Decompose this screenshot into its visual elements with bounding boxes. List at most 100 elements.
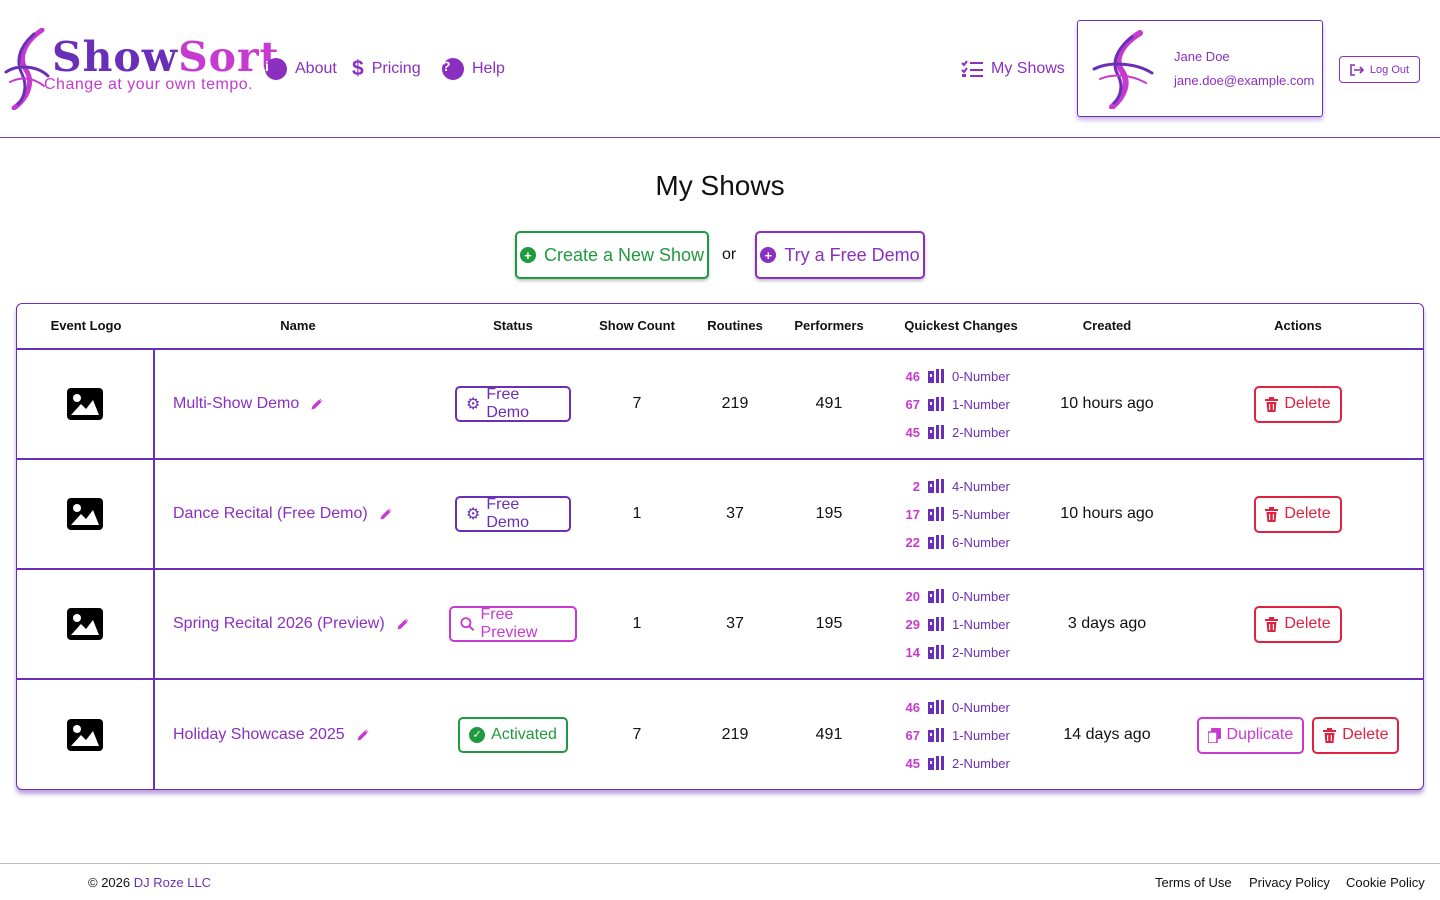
delete-button[interactable]: Delete xyxy=(1312,716,1400,754)
trash-icon xyxy=(1265,506,1279,522)
quickest-change-item: 20 0-Number xyxy=(887,586,1037,607)
user-name: Jane Doe xyxy=(1174,49,1230,64)
door-swap-icon xyxy=(928,589,944,603)
quickest-change-label: 5-Number xyxy=(952,506,1010,522)
user-profile-card[interactable]: Jane Doe jane.doe@example.com xyxy=(1077,20,1323,117)
showsort-logo[interactable]: ShowSort Change at your own tempo. xyxy=(4,28,279,112)
delete-button[interactable]: Delete xyxy=(1254,495,1342,533)
show-count: 7 xyxy=(632,726,642,743)
door-swap-icon xyxy=(928,617,944,631)
quickest-change-count: 67 xyxy=(905,396,920,412)
door-swap-icon xyxy=(928,535,944,549)
show-name: Holiday Showcase 2025 xyxy=(173,726,345,743)
quickest-change-label: 1-Number xyxy=(952,727,1010,743)
search-icon xyxy=(460,617,475,632)
show-name: Multi-Show Demo xyxy=(173,395,300,412)
delete-label: Delete xyxy=(1284,395,1331,412)
quickest-change-item: 14 2-Number xyxy=(887,642,1037,663)
quickest-change-item: 29 1-Number xyxy=(887,614,1037,635)
pencil-icon[interactable] xyxy=(395,616,411,632)
image-placeholder-icon xyxy=(67,719,103,751)
event-logo-cell[interactable] xyxy=(17,460,155,568)
show-name-link[interactable]: Dance Recital (Free Demo) xyxy=(173,460,394,568)
event-logo-cell[interactable] xyxy=(17,680,155,789)
status-label: Free Demo xyxy=(486,496,530,531)
privacy-link[interactable]: Privacy Policy xyxy=(1249,875,1330,890)
copyright-text: © 2026 xyxy=(88,875,131,890)
performers-count: 491 xyxy=(815,395,843,412)
nav-my-shows-link[interactable]: My Shows xyxy=(961,56,1065,82)
user-avatar-logo-icon xyxy=(1092,30,1154,109)
quickest-change-item: 2 4-Number xyxy=(887,476,1037,497)
create-new-show-label: Create a New Show xyxy=(543,244,705,265)
logo-wordmark: ShowSort xyxy=(52,33,280,81)
table-row: Spring Recital 2026 (Preview) Free Previ… xyxy=(17,570,1423,680)
delete-button[interactable]: Delete xyxy=(1254,605,1342,643)
plus-circle-icon: + xyxy=(760,247,777,263)
quickest-change-label: 2-Number xyxy=(952,424,1010,440)
list-check-icon xyxy=(961,60,983,77)
create-new-show-button[interactable]: + Create a New Show xyxy=(515,231,709,279)
nav-about-link[interactable]: i About xyxy=(265,56,337,82)
pencil-icon[interactable] xyxy=(378,506,394,522)
status-badge: Free Preview xyxy=(449,606,577,642)
door-swap-icon xyxy=(928,645,944,659)
nav-help-link[interactable]: ? Help xyxy=(442,56,505,82)
trash-icon xyxy=(1265,396,1279,412)
quickest-changes-list: 20 0-Number 29 1-Number 14 2-Number xyxy=(887,570,1037,678)
delete-label: Delete xyxy=(1284,615,1331,632)
pencil-icon[interactable] xyxy=(309,396,325,412)
actions-cell: Delete xyxy=(1177,350,1419,458)
quickest-changes-list: 46 0-Number 67 1-Number 45 2-Number xyxy=(887,680,1037,789)
footer: © 2026 DJ Roze LLC Terms of Use Privacy … xyxy=(0,863,1440,900)
table-row: Holiday Showcase 2025 ✓ Activated 7 219 … xyxy=(17,680,1423,789)
event-logo-cell[interactable] xyxy=(17,570,155,678)
status-cell: ⚙ Free Demo xyxy=(455,350,571,458)
pencil-icon[interactable] xyxy=(355,727,371,743)
trash-icon xyxy=(1265,616,1279,632)
nav-pricing-link[interactable]: $ Pricing xyxy=(352,56,421,82)
terms-link[interactable]: Terms of Use xyxy=(1155,875,1232,890)
quickest-change-count: 45 xyxy=(905,755,920,771)
company-link[interactable]: DJ Roze LLC xyxy=(133,875,212,890)
show-name: Dance Recital (Free Demo) xyxy=(173,505,368,522)
quickest-change-count: 67 xyxy=(905,727,920,743)
event-logo-cell[interactable] xyxy=(17,350,155,458)
status-label: Free Preview xyxy=(480,606,538,641)
col-header-actions: Actions xyxy=(1274,318,1322,333)
show-name-link[interactable]: Spring Recital 2026 (Preview) xyxy=(173,570,411,678)
quickest-change-label: 0-Number xyxy=(952,588,1010,604)
show-name-link[interactable]: Multi-Show Demo xyxy=(173,350,325,458)
door-swap-icon xyxy=(928,397,944,411)
logout-button[interactable]: Log Out xyxy=(1339,56,1420,83)
quickest-change-count: 46 xyxy=(905,368,920,384)
col-header-created: Created xyxy=(1082,318,1132,333)
created-time: 3 days ago xyxy=(1067,615,1147,632)
delete-button[interactable]: Delete xyxy=(1254,385,1342,423)
quickest-change-label: 1-Number xyxy=(952,616,1010,632)
status-badge: ✓ Activated xyxy=(458,717,568,753)
duplicate-button[interactable]: Duplicate xyxy=(1196,716,1305,754)
image-placeholder-icon xyxy=(67,608,103,640)
page-title: My Shows xyxy=(655,170,785,201)
created-time: 14 days ago xyxy=(1063,726,1151,743)
delete-label: Delete xyxy=(1284,505,1331,522)
show-name-link[interactable]: Holiday Showcase 2025 xyxy=(173,680,371,789)
quickest-change-label: 0-Number xyxy=(952,699,1010,715)
quickest-change-label: 6-Number xyxy=(952,534,1010,550)
col-header-event-logo: Event Logo xyxy=(50,318,122,333)
quickest-change-count: 45 xyxy=(905,424,920,440)
try-free-demo-button[interactable]: + Try a Free Demo xyxy=(755,231,925,279)
quickest-change-item: 67 1-Number xyxy=(887,725,1037,746)
logout-label: Log Out xyxy=(1369,63,1410,76)
quickest-change-count: 29 xyxy=(905,616,920,632)
quickest-change-label: 0-Number xyxy=(952,368,1010,384)
nav-about-label: About xyxy=(295,60,337,77)
col-header-quickest-changes: Quickest Changes xyxy=(904,318,1018,333)
status-cell: ✓ Activated xyxy=(455,680,571,789)
quickest-change-count: 46 xyxy=(905,699,920,715)
show-name: Spring Recital 2026 (Preview) xyxy=(173,615,385,632)
cookie-link[interactable]: Cookie Policy xyxy=(1346,875,1425,890)
info-icon: i xyxy=(265,58,287,80)
actions-cell: Delete xyxy=(1177,460,1419,568)
